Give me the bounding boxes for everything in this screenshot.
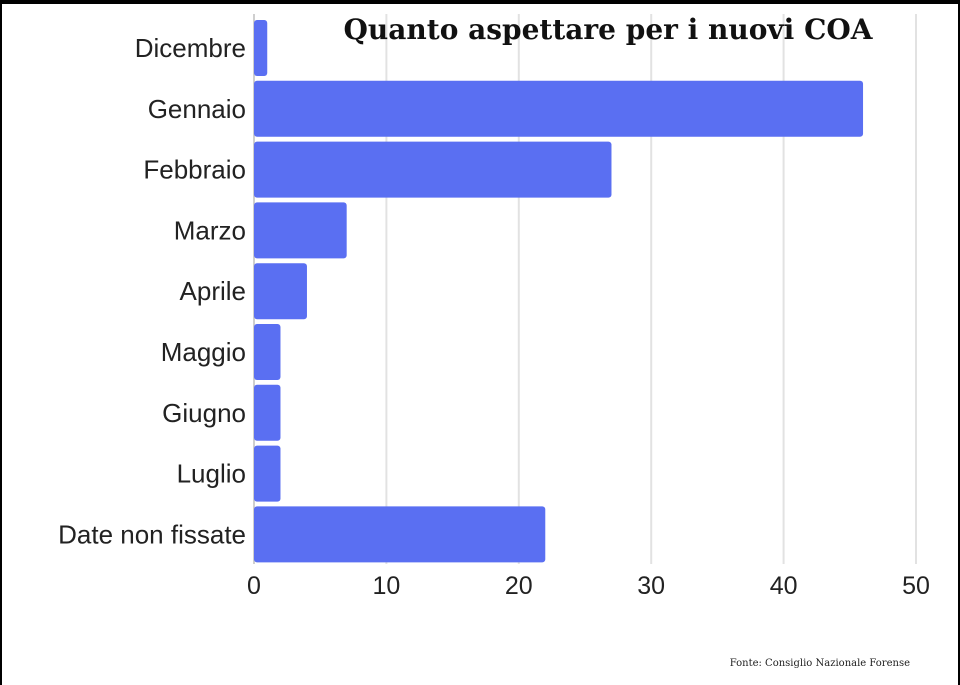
- x-tick-label: 20: [505, 572, 533, 600]
- bars: [254, 20, 864, 563]
- bar: [254, 506, 546, 563]
- x-tick-label: 30: [637, 572, 665, 600]
- chart-frame: Dicembre Gennaio Febbraio Marzo Aprile Maggio…: [2, 4, 958, 685]
- x-tick-label: 0: [247, 572, 261, 600]
- bar-chart: Dicembre Gennaio Febbraio Marzo Aprile Maggio…: [58, 13, 930, 669]
- bar: [254, 384, 281, 441]
- source-note: Fonte: Consiglio Nazionale Forense: [730, 658, 910, 669]
- category-labels: Dicembre Gennaio Febbraio Marzo Aprile Maggio…: [58, 33, 246, 549]
- bar: [254, 202, 347, 259]
- x-tick-label: 50: [902, 572, 930, 600]
- category-label: Maggio: [161, 337, 246, 367]
- x-tick-label: 10: [372, 572, 400, 600]
- x-tick-labels: 0 10 20 30 40 50: [247, 572, 930, 600]
- chart-title: Quanto aspettare per i nuovi COA: [344, 13, 874, 46]
- bar: [254, 141, 612, 198]
- bar: [254, 445, 281, 502]
- category-label: Dicembre: [135, 33, 246, 63]
- category-label: Febbraio: [143, 155, 246, 185]
- category-label: Luglio: [177, 459, 246, 489]
- category-label: Marzo: [174, 215, 246, 245]
- bar: [254, 20, 268, 76]
- category-label: Giugno: [162, 398, 246, 428]
- category-label: Date non fissate: [58, 519, 246, 549]
- category-label: Gennaio: [148, 94, 246, 124]
- bar: [254, 80, 864, 137]
- bar: [254, 324, 281, 380]
- x-tick-label: 40: [770, 572, 798, 600]
- bar: [254, 263, 307, 320]
- category-label: Aprile: [180, 276, 246, 306]
